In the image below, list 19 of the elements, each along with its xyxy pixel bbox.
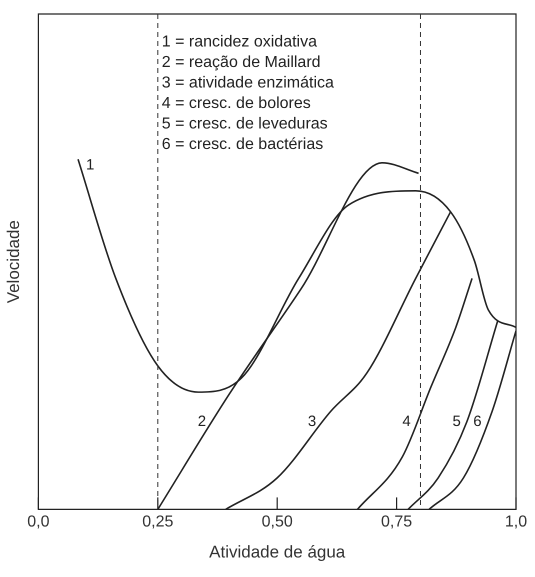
text: 5 = cresc. de leveduras	[162, 115, 328, 132]
text: 6 = cresc. de bactérias	[162, 136, 324, 153]
series-label: 2	[198, 413, 206, 430]
x-tick-label: 0,25	[142, 513, 174, 530]
x-tick-label: 0,0	[27, 513, 50, 530]
text: 3 = atividade enzimática	[162, 74, 334, 92]
x-tick-label: 0,50	[262, 513, 293, 530]
series-label: 6	[473, 413, 482, 430]
x-tick-label: 0,75	[381, 513, 412, 530]
text: 4 = cresc. de bolores	[162, 94, 311, 112]
series-label: 1	[86, 156, 94, 174]
x-axis-title: Atividade de água	[209, 542, 346, 562]
x-tick-label: 1,0	[504, 513, 528, 530]
text: 2 = reação de Maillard	[162, 54, 321, 71]
series-label: 3	[308, 413, 316, 430]
text: 1 = rancidez oxidativa	[162, 33, 318, 50]
series-label: 4	[402, 413, 411, 430]
series-label: 5	[452, 413, 461, 430]
y-axis-title: Velocidade	[4, 220, 23, 304]
